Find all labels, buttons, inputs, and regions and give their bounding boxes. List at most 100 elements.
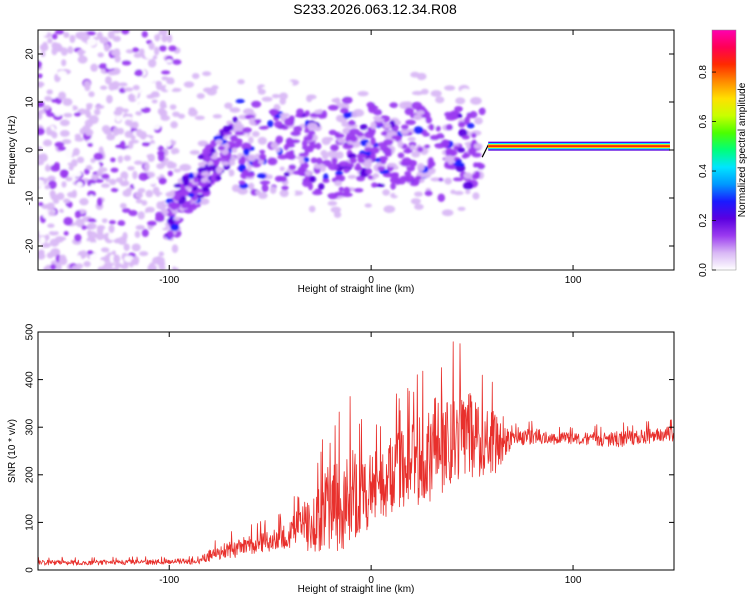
spectrogram-cell: [149, 30, 160, 35]
spectrogram-cell: [258, 159, 265, 165]
spectrogram-cell: [143, 163, 150, 170]
spectrogram-cell: [196, 93, 205, 99]
spectrogram-cell: [60, 47, 68, 56]
spectrogram-cell: [367, 83, 375, 91]
spectrogram-cell: [134, 69, 143, 77]
spectrogram-cell: [106, 133, 116, 141]
spectrogram-cell: [51, 47, 58, 56]
spectrogram-cell: [461, 213, 468, 219]
spectrogram-cell: [173, 193, 181, 202]
spectrogram-cell: [340, 107, 349, 114]
colorbar-gradient: [712, 30, 736, 270]
spectrogram-cell: [358, 158, 365, 164]
spectrogram-cell: [471, 133, 477, 138]
spectrogram-cell: [240, 155, 246, 164]
spectrogram-cell: [391, 135, 402, 140]
spectrogram-cell: [113, 147, 123, 157]
spectrogram-cell: [222, 125, 231, 133]
spectrogram-cell: [52, 198, 60, 204]
spectrogram-cell: [212, 114, 222, 119]
spectrogram-cell: [414, 191, 423, 197]
snr-frame: [37, 331, 675, 571]
spectrogram-cell: [197, 140, 209, 147]
spectrogram-cell: [87, 142, 94, 147]
spectrogram-cell: [425, 116, 433, 124]
spectrogram-cell: [267, 157, 278, 166]
spectrogram-cell: [285, 137, 294, 145]
spectrogram-cell: [475, 162, 483, 167]
spectrogram-cell: [121, 208, 131, 213]
spectrogram-cell: [230, 134, 238, 142]
spectrogram-cell: [421, 78, 431, 84]
spectrogram-cell: [380, 158, 387, 165]
spectrogram-cell: [160, 115, 171, 121]
spectrogram-cell: [330, 144, 339, 152]
spectrogram-cell: [381, 179, 389, 185]
spectrogram-cell: [212, 204, 221, 209]
spectrogram-cell: [94, 214, 105, 222]
spectrogram-y-label: Frequency (Hz): [7, 116, 18, 185]
spectrogram-cell: [371, 182, 378, 188]
spectrogram-cell: [83, 260, 91, 268]
spectrogram-cell: [79, 250, 88, 258]
spectrogram-cell: [172, 59, 182, 65]
spectrogram-cell: [474, 117, 483, 125]
spectrogram-cell: [404, 107, 414, 116]
spectrogram-cell: [444, 177, 452, 185]
spectrogram-cell: [121, 60, 132, 66]
spectrogram-cell: [114, 55, 121, 63]
spectrogram-cell: [170, 147, 180, 155]
spectrogram-cell: [281, 185, 289, 191]
spectrogram-cell: [457, 113, 463, 119]
spectrogram-cell: [133, 76, 143, 82]
spectrogram-cell: [91, 162, 100, 169]
spectrogram-cell: [271, 93, 280, 99]
spectrogram-cell: [255, 189, 261, 195]
spectrogram-cell: [211, 158, 220, 166]
spectrogram-cell: [88, 91, 95, 98]
spectrogram-cell: [304, 170, 313, 177]
spectrogram-cell: [258, 153, 267, 160]
spectrogram-cell: [129, 37, 138, 43]
spectrogram-cell: [421, 172, 432, 179]
spectrogram-cell: [370, 121, 377, 130]
spectrogram-cell: [159, 100, 167, 109]
spectrogram-cell: [465, 189, 471, 195]
spectrogram-cell: [79, 198, 89, 206]
spectrogram-cell: [112, 127, 120, 136]
spectrogram-cell: [74, 210, 81, 219]
spectrogram-cell: [87, 190, 96, 198]
spectrogram-cell: [57, 91, 67, 101]
spectrogram-cell: [40, 51, 46, 58]
spectrogram-cell: [59, 208, 65, 213]
spectrogram-cell: [161, 70, 171, 75]
spectrogram-cell: [140, 84, 147, 89]
spectrogram-cell: [81, 225, 87, 230]
spectrogram-cell: [270, 141, 279, 149]
spectrogram-cell: [354, 117, 365, 123]
spectrogram-cell: [58, 257, 68, 266]
spectrogram-cell: [44, 95, 53, 102]
spectrogram-cell: [134, 191, 143, 199]
spectrogram-cell: [410, 198, 421, 205]
spectrogram-strong-line: [481, 141, 670, 158]
spectrogram-cell: [319, 164, 327, 172]
spectrogram-cell: [189, 150, 200, 155]
spectrogram-cell: [54, 248, 60, 255]
spectrogram-cell: [189, 141, 199, 150]
spectrogram-cell: [449, 110, 458, 117]
spectrogram-cell: [144, 114, 151, 124]
spectrogram-cell: [469, 110, 478, 119]
spectrogram-cell: [310, 157, 318, 164]
spectrogram-cell: [427, 157, 434, 166]
spectrogram-cell: [179, 192, 185, 198]
spectrogram-cell: [223, 85, 235, 91]
spectrogram-cell: [318, 183, 325, 190]
spectrogram-cell: [259, 149, 266, 154]
spectrogram-cell: [183, 81, 195, 88]
spectrogram-cell: [320, 150, 328, 157]
spectrogram-cell: [158, 177, 167, 185]
spectrogram-cell: [268, 109, 280, 116]
spectrogram-cell: [257, 88, 266, 95]
